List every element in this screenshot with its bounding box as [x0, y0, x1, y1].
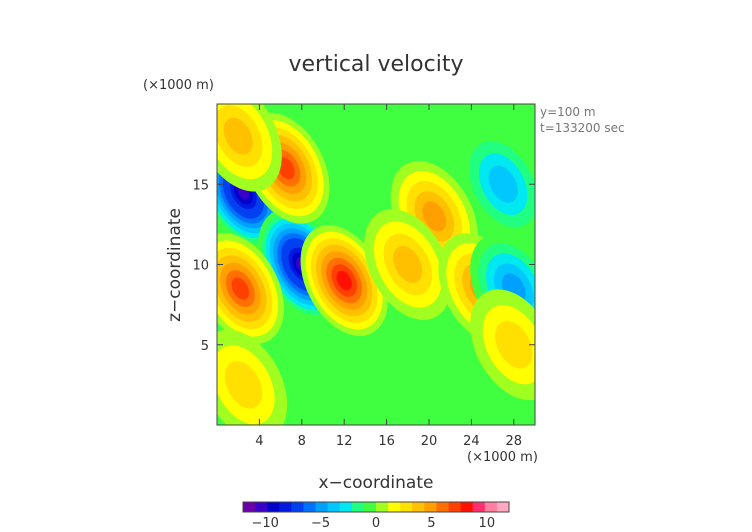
colorbar-swatch	[303, 502, 316, 512]
contour-level	[223, 117, 253, 155]
contour-level	[495, 320, 533, 369]
colorbar-tick-label: 5	[427, 516, 435, 531]
plot-area	[216, 103, 536, 426]
x-tick-label: 20	[421, 434, 438, 449]
colorbar-swatch	[460, 502, 474, 512]
colorbar-frame	[242, 501, 510, 513]
y-tick-label: 5	[201, 339, 209, 354]
contour-level	[277, 157, 295, 180]
x-axis-label: x−coordinate	[319, 473, 434, 493]
colorbar-ticks: −10 −5 0 5 10	[251, 516, 495, 531]
contour-level	[422, 201, 447, 232]
heatmap-cell	[459, 128, 535, 240]
contour-level	[224, 361, 263, 409]
colorbar-swatch	[400, 502, 413, 512]
heatmap-cell	[470, 289, 535, 401]
annotation-y: y=100 m	[540, 105, 596, 119]
colorbar-swatch	[388, 502, 401, 512]
colorbar-swatch	[267, 502, 280, 512]
colorbar-swatch	[243, 502, 256, 512]
y-tick-label: 15	[192, 178, 209, 193]
colorbar-swatch	[363, 502, 377, 512]
x-axis-unit: (×1000 m)	[467, 450, 538, 465]
x-axis: 4 8 12 16 20 24 28	[255, 104, 522, 449]
colorbar-swatch	[315, 502, 329, 512]
x-tick-label: 16	[378, 434, 395, 449]
x-tick-label: 4	[255, 434, 263, 449]
colorbar-swatch	[412, 502, 425, 512]
colorbar-swatch	[424, 502, 437, 512]
colorbar-swatch	[496, 502, 510, 512]
annotation-t: t=133200 sec	[540, 121, 625, 135]
y-tick-label: 10	[192, 259, 209, 274]
heatmap-cell	[217, 329, 288, 425]
colorbar-swatch	[484, 502, 498, 512]
x-tick-label: 28	[506, 434, 523, 449]
colorbar-tick-label: 10	[479, 516, 496, 531]
chart-title: vertical velocity	[288, 52, 463, 77]
x-tick-label: 8	[298, 434, 306, 449]
contour-level	[393, 246, 423, 283]
colorbar-tick-label: −5	[311, 516, 330, 531]
colorbar-swatch	[327, 502, 341, 512]
colorbar-swatch	[279, 502, 292, 512]
colorbar-swatch	[376, 502, 389, 512]
y-axis-label: z−coordinate	[165, 208, 185, 322]
colorbar-swatch	[448, 502, 462, 512]
colorbar-tick-label: 0	[372, 516, 380, 531]
colorbar-swatch	[291, 502, 304, 512]
colorbar-swatch	[339, 502, 353, 512]
colorbar	[242, 501, 510, 513]
heatmap-field	[217, 104, 535, 425]
contour-level	[488, 165, 518, 203]
contour-level	[231, 277, 250, 300]
heatmap-cell	[364, 209, 452, 320]
x-tick-label: 24	[463, 434, 480, 449]
heatmap-cell	[217, 104, 282, 192]
colorbar-swatch	[351, 502, 365, 512]
y-axis: 5 10 15	[192, 178, 535, 354]
colorbar-swatch	[436, 502, 449, 512]
colorbar-swatch	[255, 502, 268, 512]
contour-level	[336, 270, 352, 291]
colorbar-tick-label: −10	[251, 516, 278, 531]
x-tick-label: 12	[336, 434, 353, 449]
y-axis-unit: (×1000 m)	[143, 78, 214, 93]
colorbar-swatch	[472, 502, 486, 512]
